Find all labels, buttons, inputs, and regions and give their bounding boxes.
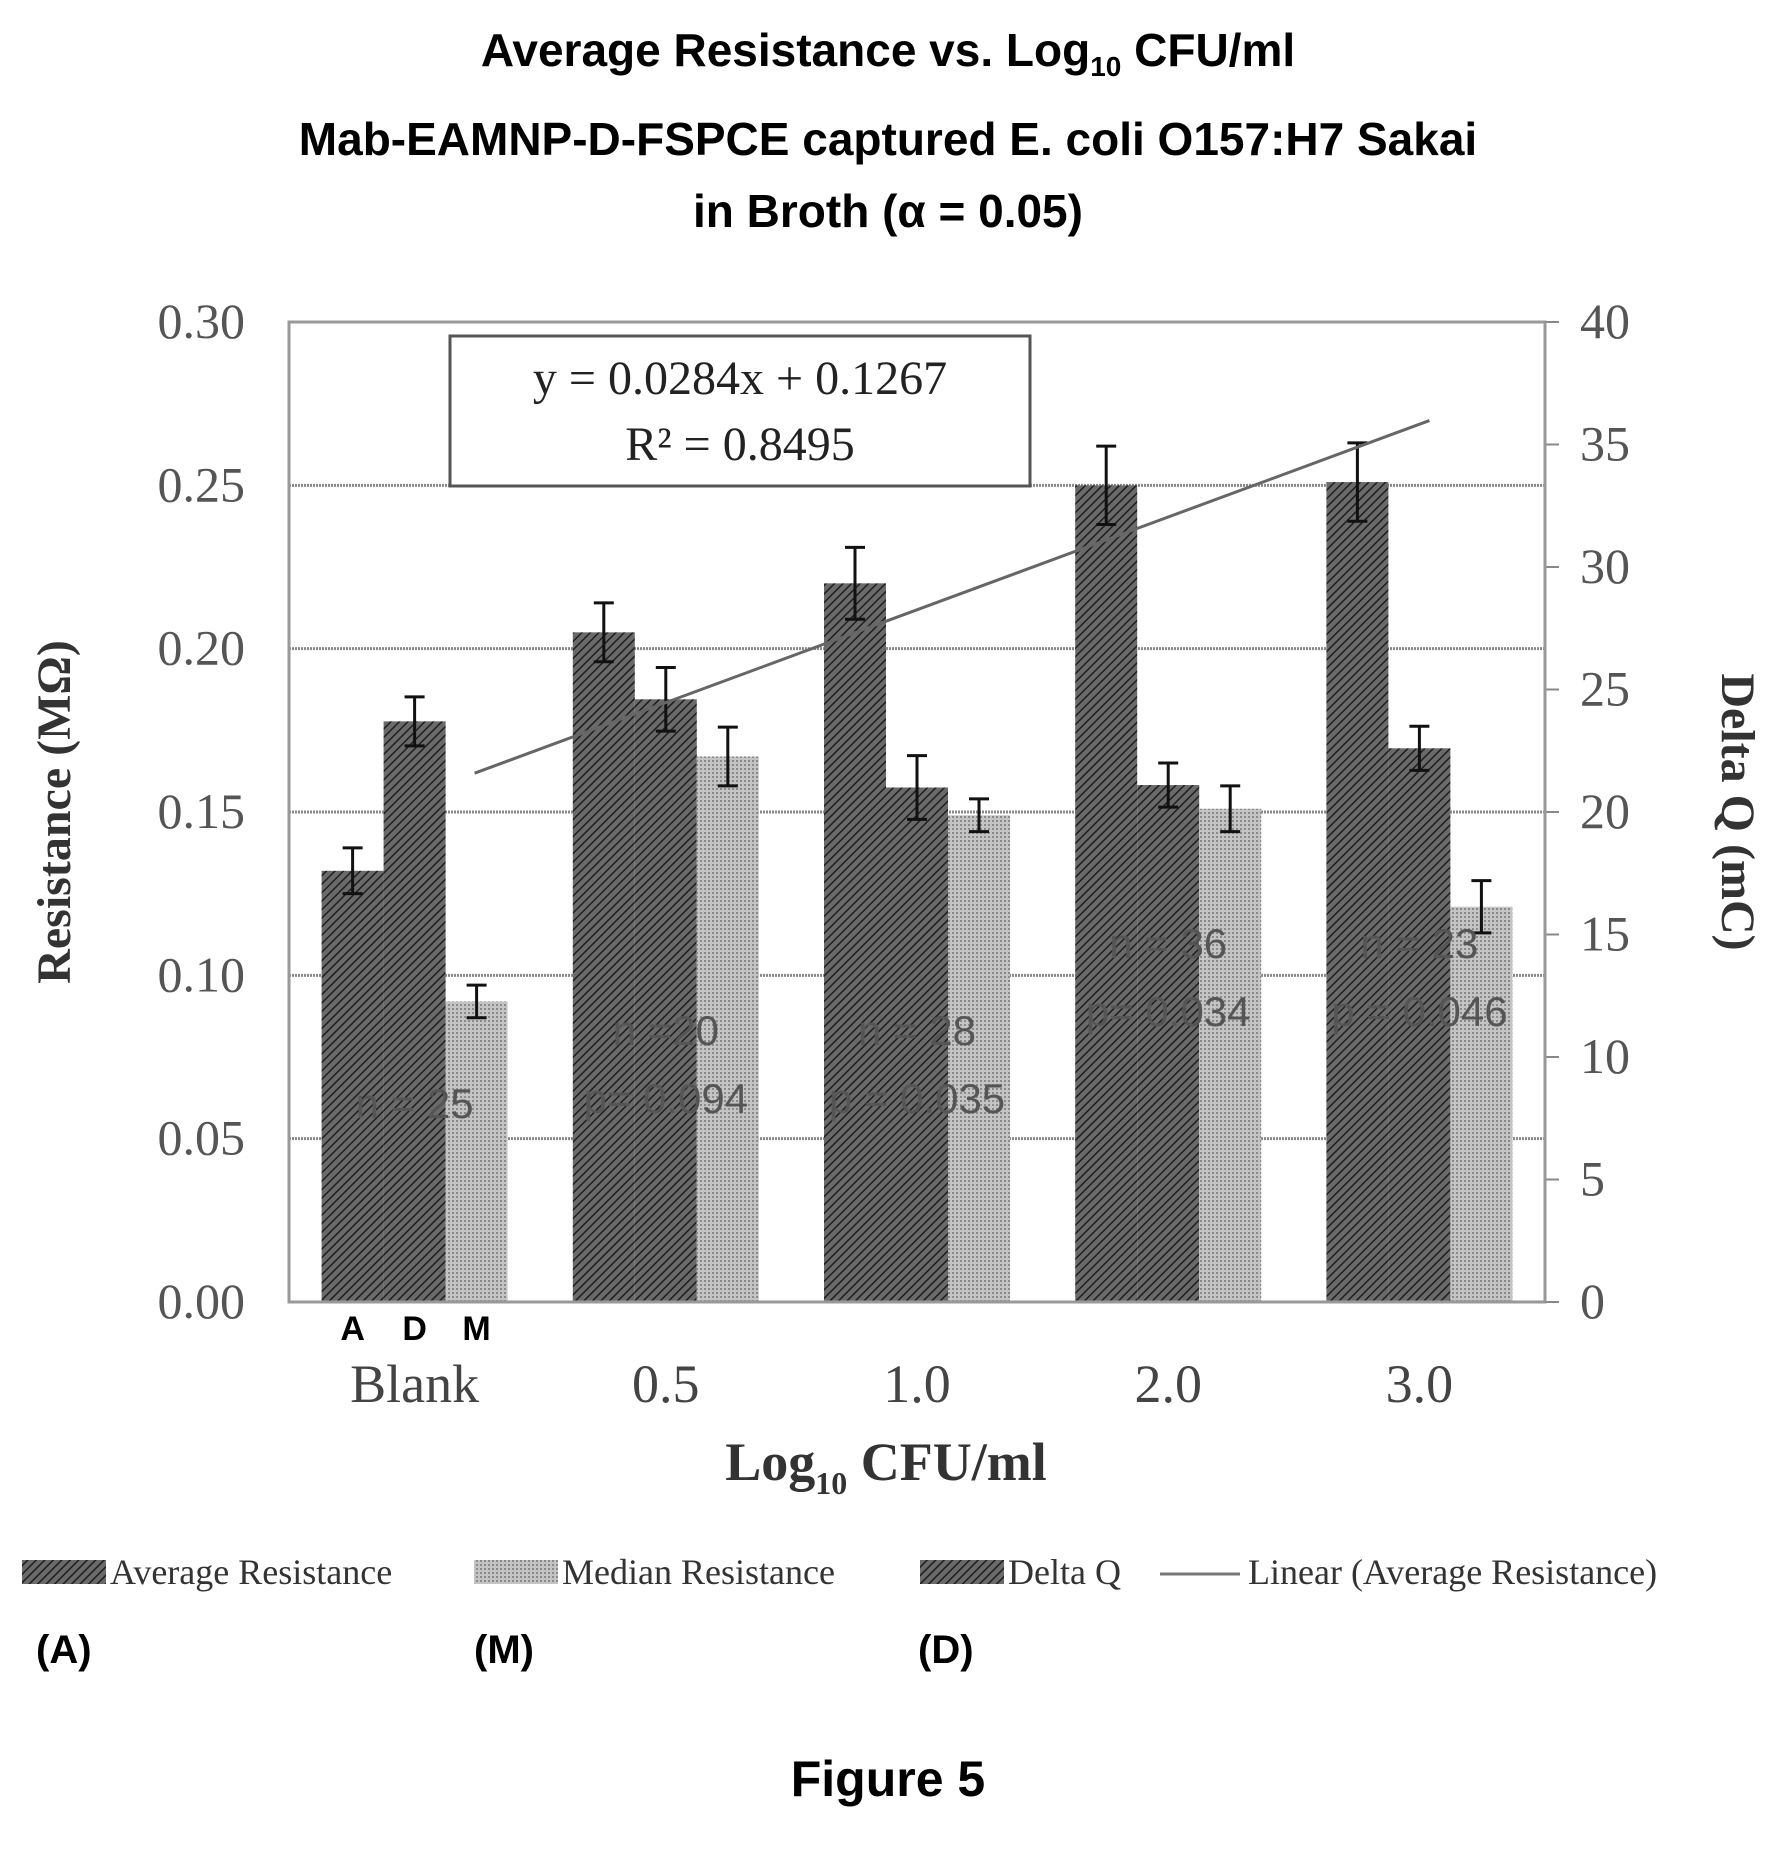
figure-caption: Figure 5 — [790, 1751, 986, 1807]
x-tick-label: 3.0 — [1386, 1354, 1454, 1414]
bar-average-resistance — [1326, 482, 1389, 1303]
title-line-2: Mab-EAMNP-D-FSPCE captured E. coli O157:… — [298, 113, 1478, 166]
annotation-n: n = 36 — [1109, 920, 1227, 967]
y-right-tick-label: 10 — [1580, 1028, 1630, 1084]
panel-label-d: (D) — [918, 1628, 974, 1672]
annotation-p: p= 0.034 — [1086, 988, 1251, 1035]
y-right-tick-label: 5 — [1580, 1151, 1605, 1207]
legend-label-delta-q: Delta Q — [1008, 1552, 1121, 1592]
annotation-n: n = 25 — [356, 1080, 474, 1127]
y-right-tick-label: 35 — [1580, 416, 1630, 472]
x-tick-label: Blank — [350, 1354, 479, 1414]
right-axis-label: Delta Q (mC) — [1711, 673, 1764, 950]
y-right-tick-label: 20 — [1580, 783, 1630, 839]
bar-average-resistance — [824, 583, 886, 1302]
left-axis-label: Resistance (MΩ) — [28, 640, 81, 984]
chart-title: Average Resistance vs. Log10 CFU/ml Mab-… — [0, 14, 1776, 247]
x-axis-label: Log10 CFU/ml — [725, 1432, 1047, 1501]
legend-label-linear: Linear (Average Resistance) — [1248, 1552, 1657, 1592]
legend: Average Resistance Median Resistance Del… — [22, 1552, 1657, 1592]
annotation-n: n = 28 — [858, 1007, 976, 1054]
x-tick-label: 2.0 — [1134, 1354, 1202, 1414]
legend-swatch-median-resistance — [474, 1560, 558, 1584]
annotation-p: p = 0.035 — [829, 1075, 1005, 1122]
title-line-1: Average Resistance vs. Log10 CFU/ml — [480, 24, 1296, 83]
title-line-3: in Broth (α = 0.05) — [693, 185, 1083, 238]
x-tick-label: 0.5 — [632, 1354, 700, 1414]
y-left-tick-label: 0.30 — [158, 293, 246, 349]
legend-swatch-delta-q — [920, 1560, 1004, 1584]
bar-median-resistance — [1199, 808, 1262, 1302]
annotation-p: p= 0.094 — [583, 1075, 748, 1122]
legend-label-average-resistance: Average Resistance — [110, 1552, 392, 1592]
bar-delta-q — [1388, 748, 1451, 1302]
bar-delta-q — [634, 699, 697, 1302]
bar-median-resistance — [1450, 906, 1513, 1302]
bar-group-label: D — [402, 1310, 427, 1348]
bar-delta-q — [1137, 785, 1200, 1302]
trendline-equation: y = 0.0284x + 0.1267 — [533, 352, 947, 405]
bar-median-resistance — [948, 815, 1010, 1302]
bar-median-resistance — [445, 1001, 508, 1302]
legend-swatch-average-resistance — [22, 1560, 106, 1584]
trendline — [474, 419, 1430, 775]
bar-average-resistance — [1075, 485, 1138, 1302]
y-left-tick-label: 0.15 — [158, 783, 246, 839]
bar-chart: n = 25 n =20 p= 0.094 n = 28 p = 0.035 n = 36… — [22, 293, 1764, 1592]
y-right-tick-label: 0 — [1580, 1273, 1605, 1329]
bar-average-resistance — [572, 632, 635, 1302]
bar-group-label: M — [462, 1310, 490, 1348]
y-right-tick-label: 25 — [1580, 661, 1630, 717]
trendline-r2: R² = 0.8495 — [625, 418, 854, 471]
panel-label-a: (A) — [36, 1628, 92, 1672]
annotation-p: p = 0.046 — [1331, 988, 1507, 1035]
y-left-tick-label: 0.25 — [158, 456, 246, 512]
y-right-tick-label: 15 — [1580, 906, 1630, 962]
y-left-tick-label: 0.00 — [158, 1273, 246, 1329]
trendline-equation-box: y = 0.0284x + 0.1267 R² = 0.8495 — [448, 334, 1032, 488]
bar-median-resistance — [696, 756, 759, 1302]
bar-delta-q — [383, 721, 446, 1302]
bar-group-label: A — [340, 1310, 365, 1348]
panel-label-m: (M) — [474, 1628, 534, 1672]
bar-delta-q — [886, 787, 948, 1302]
y-left-tick-label: 0.20 — [158, 620, 246, 676]
y-right-tick-label: 40 — [1580, 293, 1630, 349]
annotation-n: n =20 — [613, 1007, 719, 1054]
y-left-tick-label: 0.10 — [158, 946, 246, 1002]
legend-label-median-resistance: Median Resistance — [562, 1552, 835, 1592]
y-left-tick-label: 0.05 — [158, 1110, 246, 1166]
bar-average-resistance — [321, 870, 384, 1302]
x-tick-label: 1.0 — [883, 1354, 951, 1414]
annotation-n: n = 23 — [1360, 920, 1478, 967]
y-right-tick-label: 30 — [1580, 538, 1630, 594]
